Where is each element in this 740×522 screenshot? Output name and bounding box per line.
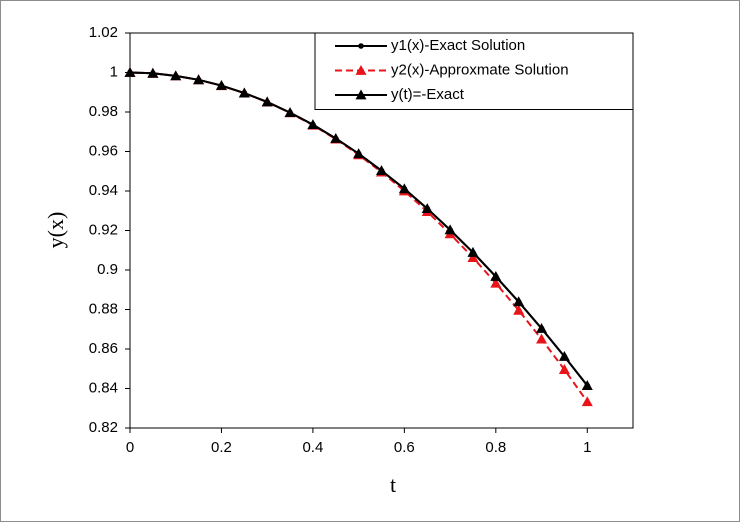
point bbox=[261, 96, 273, 107]
y-tick-label: 0.9 bbox=[97, 261, 118, 278]
legend-label: y(t)=-Exact bbox=[391, 86, 465, 103]
point bbox=[124, 67, 136, 77]
x-tick-label: 0.8 bbox=[485, 439, 506, 456]
x-tick-label: 0 bbox=[126, 439, 134, 456]
y-axis-label: y(x) bbox=[43, 212, 68, 249]
x-axis-label: t bbox=[390, 472, 396, 497]
point bbox=[170, 70, 182, 81]
point bbox=[215, 80, 227, 90]
point bbox=[238, 87, 250, 98]
x-tick-label: 0.2 bbox=[211, 439, 232, 456]
point bbox=[581, 380, 593, 390]
legend-marker bbox=[355, 65, 367, 75]
legend-label: y2(x)-Approxmate Solution bbox=[391, 61, 569, 78]
y-tick-label: 0.96 bbox=[89, 142, 118, 159]
legend-marker bbox=[358, 43, 364, 49]
x-tick-label: 0.6 bbox=[394, 439, 415, 456]
y-tick-label: 0.82 bbox=[89, 419, 118, 436]
point bbox=[147, 67, 159, 78]
point bbox=[490, 271, 502, 281]
legend-label: y1(x)-Exact Solution bbox=[391, 37, 525, 54]
point bbox=[513, 304, 525, 315]
point bbox=[558, 364, 570, 374]
point bbox=[444, 224, 456, 235]
y-tick-label: 0.94 bbox=[89, 182, 118, 199]
point bbox=[536, 333, 548, 344]
point bbox=[513, 296, 525, 307]
y-tick-label: 0.92 bbox=[89, 221, 118, 238]
point bbox=[307, 119, 319, 130]
point bbox=[467, 252, 479, 262]
y-tick-label: 0.84 bbox=[89, 379, 118, 396]
y-tick-label: 1 bbox=[110, 63, 118, 80]
point bbox=[490, 277, 502, 288]
point bbox=[376, 165, 387, 176]
point bbox=[284, 107, 296, 117]
y-tick-label: 0.98 bbox=[89, 103, 118, 120]
point bbox=[467, 246, 479, 257]
x-tick-label: 1 bbox=[583, 439, 591, 456]
legend-marker bbox=[355, 89, 367, 100]
point bbox=[581, 396, 593, 407]
point bbox=[330, 132, 342, 143]
y-tick-label: 0.88 bbox=[89, 300, 118, 317]
x-tick-label: 0.4 bbox=[302, 439, 323, 456]
point bbox=[193, 74, 205, 85]
y-tick-label: 0.86 bbox=[89, 340, 118, 357]
point bbox=[398, 183, 410, 194]
y-tick-label: 1.02 bbox=[89, 24, 118, 41]
point bbox=[353, 148, 365, 159]
point bbox=[558, 351, 570, 361]
point bbox=[421, 203, 433, 213]
point bbox=[536, 322, 548, 333]
